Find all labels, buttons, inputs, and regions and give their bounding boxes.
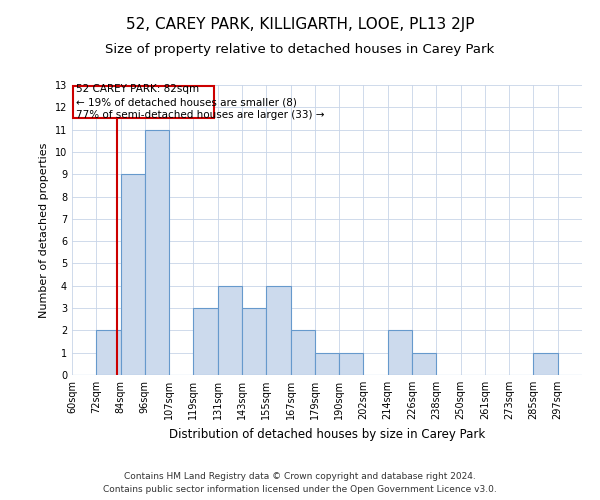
Text: Size of property relative to detached houses in Carey Park: Size of property relative to detached ho… — [106, 42, 494, 56]
X-axis label: Distribution of detached houses by size in Carey Park: Distribution of detached houses by size … — [169, 428, 485, 440]
Y-axis label: Number of detached properties: Number of detached properties — [39, 142, 49, 318]
Bar — [339, 352, 364, 375]
Bar — [266, 286, 290, 375]
Text: 52, CAREY PARK, KILLIGARTH, LOOE, PL13 2JP: 52, CAREY PARK, KILLIGARTH, LOOE, PL13 2… — [126, 18, 474, 32]
Bar — [412, 352, 436, 375]
FancyBboxPatch shape — [73, 86, 214, 118]
Bar — [388, 330, 412, 375]
Bar — [242, 308, 266, 375]
Bar — [145, 130, 169, 375]
Bar — [533, 352, 558, 375]
Bar — [218, 286, 242, 375]
Bar — [315, 352, 339, 375]
Bar — [290, 330, 315, 375]
Bar — [96, 330, 121, 375]
Text: 52 CAREY PARK: 82sqm
← 19% of detached houses are smaller (8)
77% of semi-detach: 52 CAREY PARK: 82sqm ← 19% of detached h… — [76, 84, 325, 120]
Bar — [121, 174, 145, 375]
Bar — [193, 308, 218, 375]
Text: Contains HM Land Registry data © Crown copyright and database right 2024.
Contai: Contains HM Land Registry data © Crown c… — [103, 472, 497, 494]
